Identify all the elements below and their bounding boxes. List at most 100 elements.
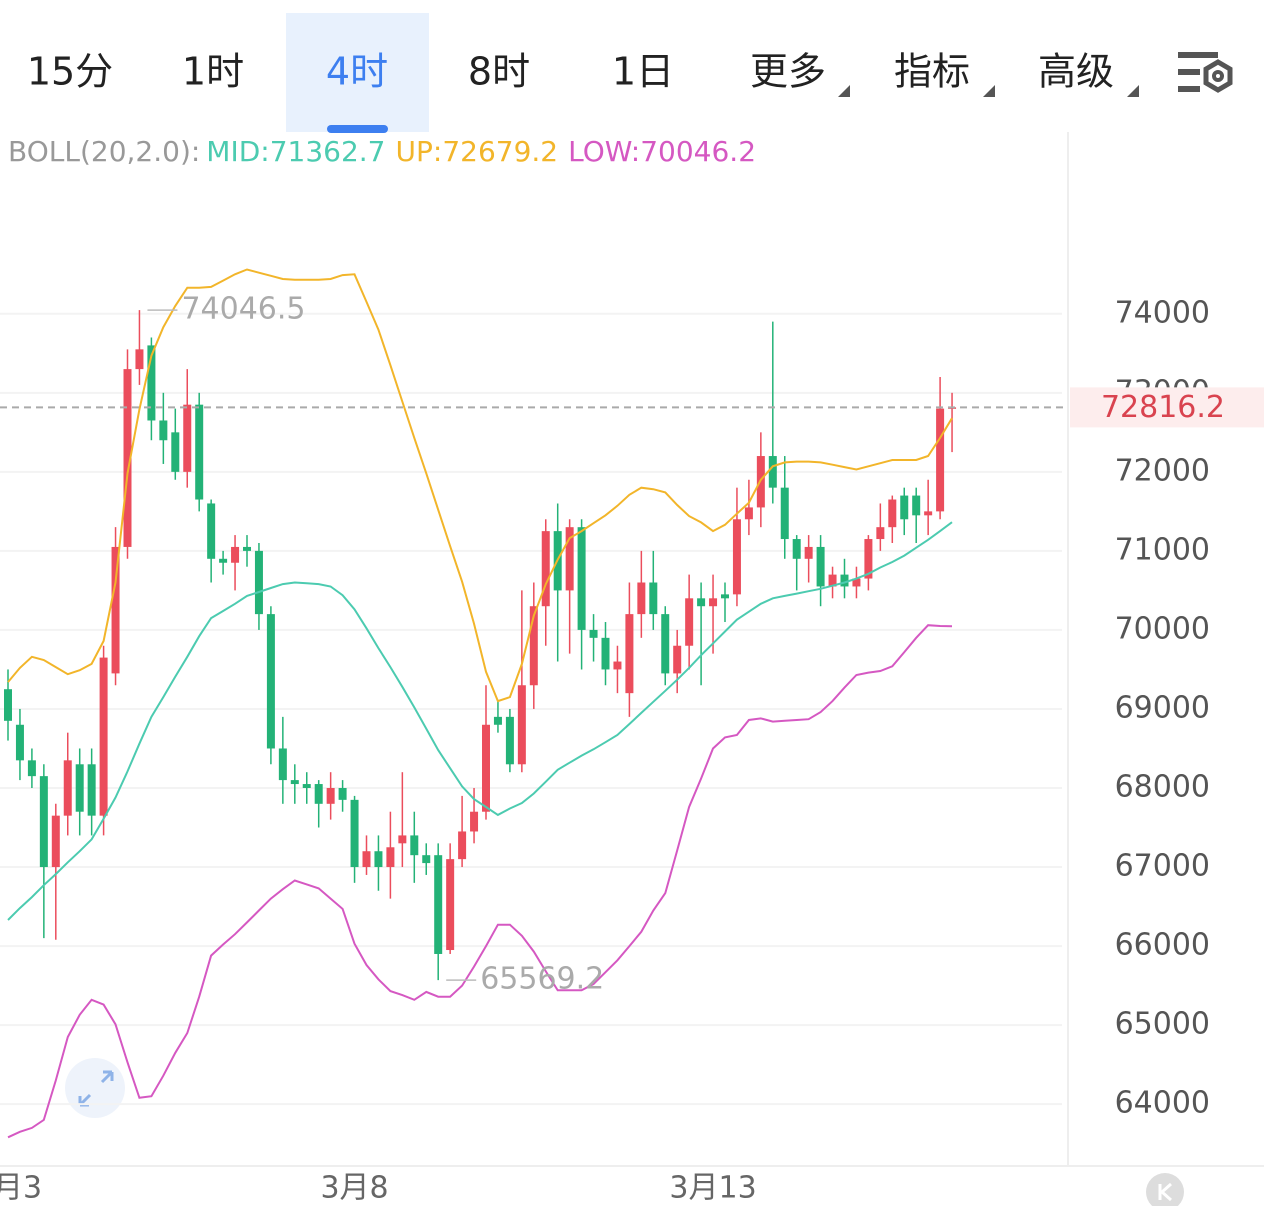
legend-entry: MID:71362.7 (206, 135, 385, 168)
candle-body (171, 432, 180, 472)
boll-line (7, 268, 953, 703)
candle-body (15, 724, 24, 761)
candle-body (936, 408, 945, 512)
candle-body (219, 558, 228, 563)
y-tick-label: 70000 (1115, 611, 1210, 646)
candle-body (924, 511, 933, 516)
candle-body (768, 456, 777, 488)
candle-body (493, 716, 502, 725)
candle-body (470, 811, 479, 832)
y-tick-label: 71000 (1115, 532, 1210, 567)
y-tick-label: 74000 (1115, 295, 1210, 330)
candle-body (63, 760, 72, 816)
candle-body (685, 598, 694, 646)
k-button[interactable] (1146, 1173, 1184, 1210)
y-tick-label: 65000 (1115, 1007, 1210, 1042)
active-tab-bar (327, 125, 388, 133)
tab[interactable]: 8时 (468, 50, 530, 94)
candle-body (87, 764, 96, 816)
min-annotation: 65569.2 (480, 962, 604, 997)
candle-body (27, 760, 36, 777)
candle-body (637, 582, 646, 615)
price-tag-bg (1070, 387, 1264, 428)
y-tick-label: 72000 (1115, 453, 1210, 488)
candle-body (111, 546, 120, 674)
candle-body (207, 503, 216, 559)
candle-body (721, 594, 729, 599)
candle-body (147, 345, 156, 421)
candle-body (314, 784, 323, 804)
tab[interactable]: 高级 (1038, 50, 1114, 94)
tab[interactable]: 指标 (894, 50, 970, 94)
legend-entry: UP:72679.2 (396, 135, 559, 168)
candle-body (517, 685, 526, 765)
candle-body (266, 614, 275, 749)
boll-line (7, 624, 953, 1139)
candle-body (505, 716, 514, 765)
candle-body (99, 657, 108, 816)
candle-body (541, 531, 550, 607)
candle-body (565, 527, 574, 591)
candle-body (75, 764, 84, 812)
candle-body (864, 539, 873, 579)
candle-body (254, 550, 263, 615)
tab[interactable]: 1日 (612, 50, 674, 94)
candle-body (816, 546, 825, 587)
candle-body (840, 574, 849, 587)
candle-body (828, 574, 837, 587)
candle-body (362, 851, 371, 868)
candle-body (231, 546, 240, 563)
dropdown-mark (983, 85, 995, 97)
tab[interactable]: 4时 (326, 50, 388, 94)
candle-body (183, 404, 192, 472)
candle-body (804, 546, 813, 559)
candle-body (458, 831, 467, 860)
tab[interactable]: 15分 (27, 50, 113, 94)
candle-body (888, 499, 897, 528)
candle-body (278, 748, 287, 781)
candle-body (39, 776, 48, 868)
indicator-label: BOLL(20,2.0): (8, 135, 200, 168)
candle-body (577, 527, 586, 630)
candle-body (326, 787, 335, 804)
candle-body (613, 661, 622, 670)
candle-body (159, 420, 168, 441)
candle-body (529, 606, 538, 686)
x-tick-label: 3月8 (320, 1171, 388, 1206)
y-tick-label: 64000 (1115, 1086, 1210, 1121)
candle-body (709, 598, 718, 607)
candle-body (876, 527, 885, 540)
settings-icon[interactable] (1178, 52, 1233, 93)
candle-body (780, 487, 789, 540)
candle-body (398, 835, 407, 844)
candle-body (434, 855, 443, 954)
zoom-button[interactable] (65, 1058, 125, 1118)
k-icon (1158, 1182, 1172, 1202)
candle-body (338, 787, 347, 800)
candle-body (792, 539, 801, 559)
candle-body (51, 815, 60, 868)
tab[interactable]: 更多 (750, 50, 826, 94)
candle-body (912, 495, 921, 516)
candle-body (386, 847, 395, 868)
candle-body (422, 855, 431, 864)
x-tick-label: 3月3 (0, 1171, 42, 1206)
y-tick-label: 68000 (1115, 769, 1210, 804)
y-tick-label: 67000 (1115, 849, 1210, 884)
candle-body (649, 582, 658, 615)
candle-body (4, 689, 12, 721)
candle-body (852, 578, 861, 587)
tab[interactable]: 1时 (182, 50, 244, 94)
candle-body (135, 349, 144, 370)
active-tab-bg (286, 13, 429, 132)
candle-body (374, 851, 383, 868)
max-annotation: 74046.5 (181, 292, 305, 327)
candle-body (744, 507, 753, 520)
legend-entry: LOW:70046.2 (568, 135, 756, 168)
y-tick-label: 69000 (1115, 690, 1210, 725)
candle-body (697, 598, 706, 607)
candle-body (673, 645, 682, 674)
indicator-legend: BOLL(20,2.0): MID:71362.7 UP:72679.2 LOW:70… (8, 135, 756, 168)
y-tick-label: 66000 (1115, 928, 1210, 963)
